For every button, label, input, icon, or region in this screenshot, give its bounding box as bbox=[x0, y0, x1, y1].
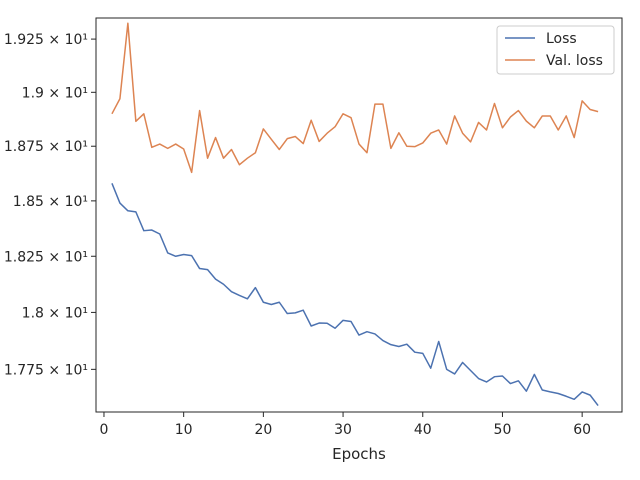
y-tick-label: 1.85 × 10¹ bbox=[13, 194, 88, 210]
y-tick-label: 1.8 × 10¹ bbox=[22, 305, 88, 321]
series-line-loss bbox=[111, 183, 599, 406]
x-axis-title: Epochs bbox=[332, 445, 386, 463]
x-tick-label: 30 bbox=[334, 422, 352, 438]
y-tick-label: 1.9 × 10¹ bbox=[22, 85, 88, 101]
x-tick-label: 20 bbox=[254, 422, 272, 438]
plot-frame bbox=[95, 17, 623, 413]
y-tick-label: 1.825 × 10¹ bbox=[4, 249, 88, 265]
legend-label-val-loss: Val. loss bbox=[546, 53, 603, 69]
x-tick-label: 60 bbox=[573, 422, 591, 438]
x-tick-label: 40 bbox=[414, 422, 432, 438]
x-axis: 0 10 20 30 40 50 60 bbox=[100, 412, 591, 438]
y-tick-label: 1.775 × 10¹ bbox=[4, 362, 88, 378]
plot-area bbox=[111, 22, 599, 406]
legend-label-loss: Loss bbox=[546, 31, 577, 47]
y-tick-label: 1.925 × 10¹ bbox=[4, 32, 88, 48]
x-tick-label: 0 bbox=[100, 422, 109, 438]
x-tick-label: 50 bbox=[494, 422, 512, 438]
x-tick-label: 10 bbox=[175, 422, 193, 438]
series-line-val-loss bbox=[111, 22, 599, 174]
y-tick-label: 1.875 × 10¹ bbox=[4, 139, 88, 155]
legend: Loss Val. loss bbox=[496, 25, 615, 75]
y-axis: 1.775 × 10¹ 1.8 × 10¹ 1.825 × 10¹ 1.85 × 10… bbox=[4, 32, 96, 378]
